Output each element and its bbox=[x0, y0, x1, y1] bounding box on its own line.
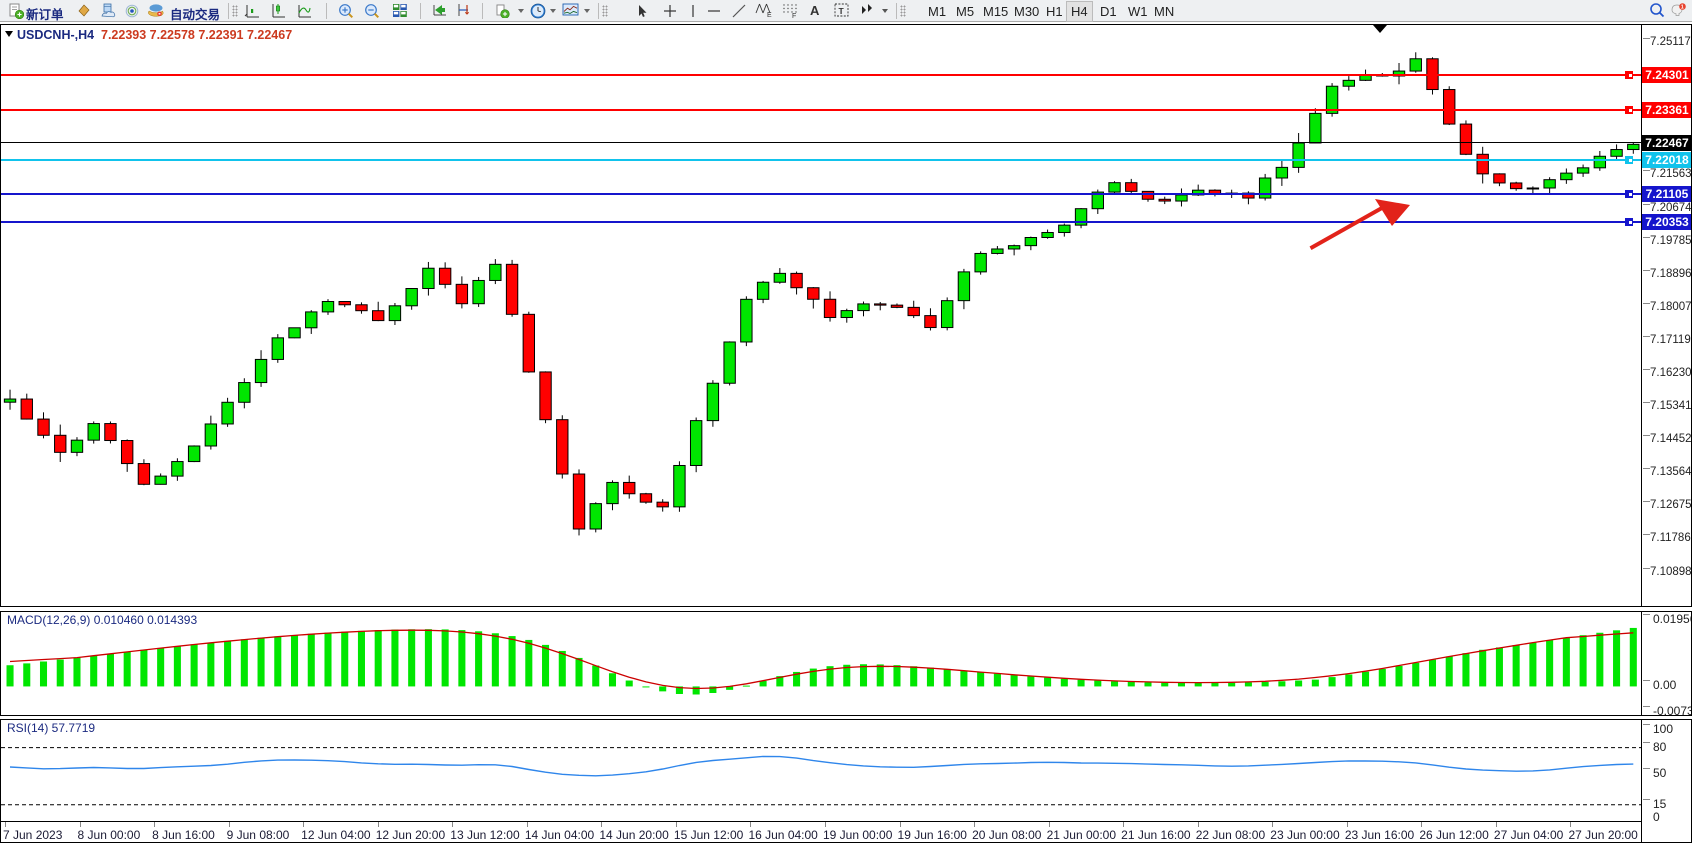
svg-text:F: F bbox=[792, 13, 796, 19]
svg-text:E: E bbox=[767, 12, 772, 18]
svg-text:1: 1 bbox=[1681, 4, 1684, 10]
svg-text:T: T bbox=[839, 6, 845, 16]
